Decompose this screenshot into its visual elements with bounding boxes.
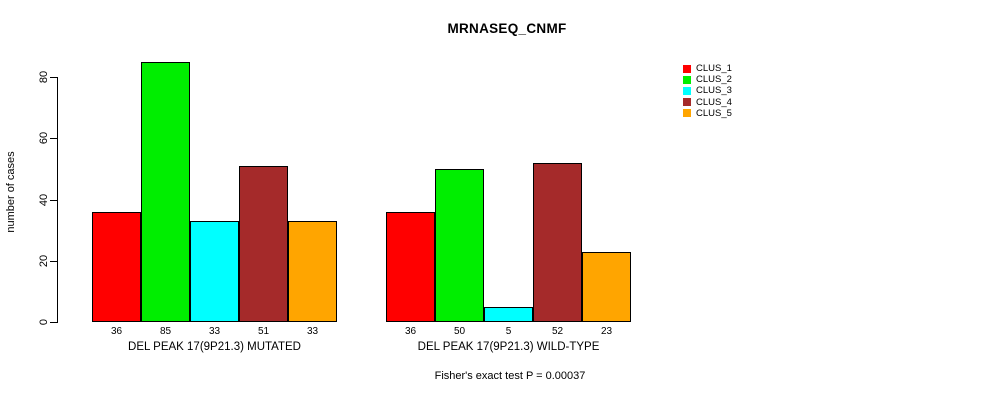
y-tick [50, 199, 57, 201]
legend-label: CLUS_1 [696, 63, 732, 74]
y-tick-label: 80 [38, 70, 50, 84]
bar-value-label: 52 [551, 326, 564, 337]
bar-clus_2-group1 [141, 61, 190, 322]
bar-clus_3-group1 [190, 220, 239, 322]
legend-entry: CLUS_1 [683, 63, 732, 74]
y-tick [50, 260, 57, 262]
legend-label: CLUS_5 [696, 107, 732, 119]
bar-clus_5-group2 [582, 251, 631, 322]
bar-clus_5-group1 [288, 220, 337, 322]
legend: CLUS_1 CLUS_2 CLUS_3 CLUS_4 CLUS_5 [683, 63, 732, 119]
legend-entry: CLUS_2 [683, 74, 732, 85]
legend-label: CLUS_4 [696, 96, 732, 108]
bar-clus_2-group2 [435, 168, 484, 322]
legend-label: CLUS_2 [696, 74, 732, 86]
bar-clus_1-group2 [386, 211, 435, 322]
y-axis-line [57, 77, 58, 323]
group-label: DEL PEAK 17(9P21.3) WILD-TYPE [417, 341, 600, 353]
legend-swatch [683, 109, 691, 118]
bar-value-label: 33 [208, 326, 221, 337]
legend-entry: CLUS_3 [683, 85, 732, 96]
legend-entry: CLUS_4 [683, 97, 732, 108]
y-tick [50, 77, 57, 78]
legend-swatch [683, 86, 691, 95]
bar-value-label: 23 [600, 326, 613, 337]
legend-swatch [683, 75, 691, 84]
bar-clus_4-group2 [533, 162, 582, 322]
legend-entry: CLUS_5 [683, 108, 732, 119]
bar-value-label: 5 [505, 326, 512, 337]
legend-swatch [683, 64, 691, 73]
bar-value-label: 51 [257, 326, 270, 337]
chart-title: MRNASEQ_CNMF [447, 21, 567, 36]
legend-label: CLUS_3 [696, 85, 732, 97]
bar-value-label: 50 [453, 326, 466, 337]
bar-clus_3-group2 [484, 306, 533, 322]
bar-value-label: 36 [110, 326, 123, 337]
y-tick [50, 138, 57, 140]
y-tick-label: 20 [38, 254, 50, 267]
group-label: DEL PEAK 17(9P21.3) MUTATED [128, 341, 301, 353]
bar-value-label: 85 [159, 326, 172, 337]
bar-value-label: 36 [404, 326, 417, 337]
y-tick-label: 60 [38, 132, 50, 145]
y-tick [50, 322, 57, 323]
annotation-text: Fisher's exact test P = 0.00037 [434, 370, 586, 382]
y-tick-label: 40 [38, 193, 50, 206]
bar-value-label: 33 [306, 326, 319, 337]
y-tick-label: 0 [38, 318, 50, 326]
legend-swatch [683, 98, 691, 107]
bar-clus_4-group1 [239, 165, 288, 322]
bar-clus_1-group1 [92, 211, 141, 322]
y-axis-title: number of cases [5, 151, 17, 233]
